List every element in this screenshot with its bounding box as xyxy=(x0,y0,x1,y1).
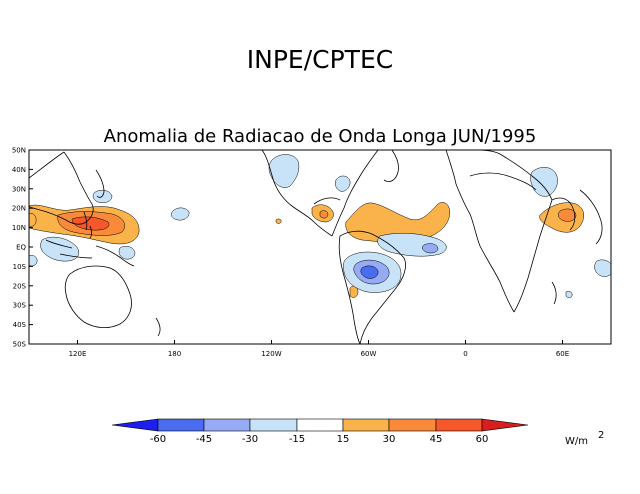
anomaly-field xyxy=(29,154,611,298)
map-title: Anomalia de Radiacao de Onda Longa JUN/1… xyxy=(104,126,537,147)
coast-greenland xyxy=(383,150,399,182)
colorbar-segment-neg15-15 xyxy=(296,418,344,432)
map-background xyxy=(29,150,611,344)
units-label: W/m xyxy=(565,436,588,447)
colorbar-tick-label: 45 xyxy=(430,434,443,445)
lat-label: 50S xyxy=(13,341,27,349)
lat-label: 20N xyxy=(12,205,26,213)
coast-japan xyxy=(95,169,105,198)
colorbar-tick-label: 30 xyxy=(383,434,396,445)
colorbar-segment-neg60-neg45 xyxy=(157,418,205,432)
units-exponent: 2 xyxy=(598,430,604,441)
colorbar-tick-label: -30 xyxy=(242,434,258,445)
lon-label: 120E xyxy=(69,350,87,358)
anomaly-positive-arabian-sea-core xyxy=(558,208,577,222)
colorbar-ticks: -60 -45 -30 -15 15 30 45 60 xyxy=(150,434,489,445)
colorbar-segment-lt-neg60 xyxy=(111,418,159,432)
lat-label: 30N xyxy=(12,185,26,193)
lat-label: 50N xyxy=(12,147,26,155)
colorbar-segment-45-60 xyxy=(435,418,483,432)
anomaly-negative-brazil-core xyxy=(360,265,379,279)
longitude-labels: 120E 180 120W 60W 0 60E xyxy=(69,350,570,358)
anomaly-negative-central-pacific xyxy=(171,207,190,221)
colorbar-tick-label: 60 xyxy=(476,434,489,445)
lat-label: 20S xyxy=(13,282,27,290)
anomaly-negative-small-south-atlantic xyxy=(565,290,573,298)
colorbar-segment-gt-60 xyxy=(481,418,529,432)
anomaly-negative-east-atlantic-core xyxy=(422,243,439,254)
coast-mediterranean xyxy=(469,172,537,191)
anomaly-negative-north-america xyxy=(268,154,300,188)
org-header: INPE/CPTEC xyxy=(247,45,393,74)
colorbar-tick-label: 15 xyxy=(337,434,350,445)
lon-label: 0 xyxy=(463,350,467,358)
lon-label: 60W xyxy=(361,350,377,358)
colorbar-segment-30-45 xyxy=(388,418,437,432)
lat-label: EQ xyxy=(16,244,26,252)
colorbar-segment-15-30 xyxy=(342,418,390,432)
coast-asia xyxy=(29,151,94,225)
coast-philippines xyxy=(83,211,92,239)
anomaly-positive-central-america-core xyxy=(319,210,329,219)
colorbar-tick-label: -45 xyxy=(196,434,212,445)
anomaly-positive-small-pacific xyxy=(275,218,282,224)
anomaly-negative-west-pacific-north xyxy=(92,189,113,203)
anomaly-negative-indian-ocean xyxy=(594,259,611,277)
colorbar xyxy=(111,418,529,432)
lat-label: 30S xyxy=(13,302,27,310)
coast-indonesia xyxy=(45,239,135,267)
map-panel: 50N 40N 30N 20N 10N EQ 10S 20S 30S 40S 5… xyxy=(12,147,612,358)
colorbar-segment-neg30-neg15 xyxy=(249,418,298,432)
anomaly-positive-small-west xyxy=(29,213,37,227)
coast-new-zealand xyxy=(155,317,161,337)
latitude-labels: 50N 40N 30N 20N 10N EQ 10S 20S 30S 40S 5… xyxy=(12,147,27,349)
coast-north-america xyxy=(261,150,379,237)
map-ticks xyxy=(29,149,563,345)
lon-label: 120W xyxy=(261,350,281,358)
lat-label: 40N xyxy=(12,166,26,174)
colorbar-tick-label: -15 xyxy=(289,434,305,445)
anomaly-negative-north-atlantic xyxy=(334,175,351,192)
lon-label: 180 xyxy=(168,350,181,358)
coast-madagascar xyxy=(551,281,557,305)
anomaly-negative-maritime-continent xyxy=(40,236,79,262)
lon-label: 60E xyxy=(556,350,569,358)
lat-label: 10N xyxy=(12,224,26,232)
lat-label: 10S xyxy=(13,263,27,271)
anomaly-positive-atlantic-band xyxy=(345,202,450,243)
coast-gulf xyxy=(313,197,341,205)
anomaly-negative-east-africa xyxy=(530,167,558,197)
coast-arabia-india xyxy=(551,189,603,245)
anomaly-negative-small-west xyxy=(29,255,38,267)
coast-south-america xyxy=(338,230,406,344)
colorbar-tick-label: -60 xyxy=(150,434,166,445)
colorbar-units: W/m 2 xyxy=(565,430,604,447)
colorbar-segment-neg45-neg30 xyxy=(203,418,251,432)
anomaly-negative-west-pacific-south xyxy=(118,245,136,260)
lat-label: 40S xyxy=(13,321,27,329)
coast-australia xyxy=(64,265,132,328)
